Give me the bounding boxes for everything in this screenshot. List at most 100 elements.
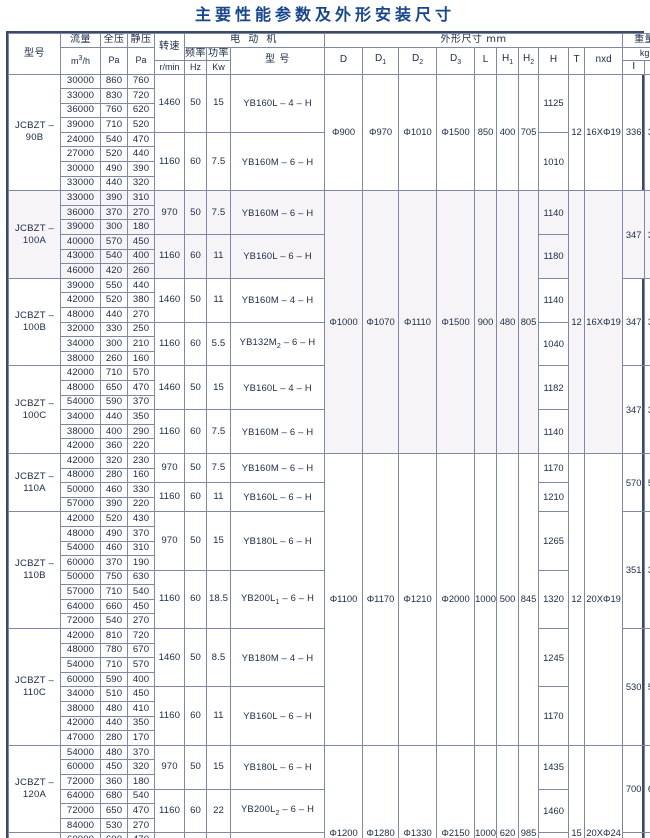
table-row: 48000 440 270: [9, 307, 650, 323]
header-L: L: [474, 46, 498, 75]
power-value: 7.5: [206, 190, 231, 236]
total-pressure-value: 480: [100, 701, 128, 717]
flow-value: 64000: [60, 598, 101, 615]
table-row: 27000 520 440: [9, 146, 650, 163]
header-D1: D1: [362, 46, 400, 75]
static-pressure-value: 430: [127, 511, 155, 527]
static-pressure-value: 630: [127, 569, 155, 586]
total-pressure-value: 370: [100, 555, 128, 571]
dim-H2: 705: [518, 73, 540, 192]
total-pressure-value: 400: [100, 423, 128, 440]
static-pressure-value: 230: [127, 452, 155, 469]
dim-H2: 985: [518, 744, 540, 838]
power-value: 7.5: [206, 131, 231, 192]
header-D2: D2: [398, 46, 438, 75]
weight-II-value: 505: [644, 628, 650, 746]
freq-value: 50: [184, 744, 207, 790]
flow-value: 50000: [60, 482, 101, 498]
dim-H1: 400: [496, 73, 520, 192]
freq-value: 60: [184, 788, 207, 834]
static-pressure-value: 190: [127, 555, 155, 571]
table-row: JCBZT –90B 30000 860 760 1460 50 15 YB160L – 4 …: [8, 73, 650, 192]
dim-H: 1210: [538, 482, 570, 513]
freq-value: 50: [184, 73, 207, 133]
static-pressure-value: 320: [127, 175, 155, 192]
total-pressure-value: 490: [100, 161, 128, 177]
static-pressure-value: 210: [127, 336, 155, 352]
table-row: JCBZT –100A 33000 390 310 970 50 7.5 YB160M – 6…: [8, 190, 650, 454]
header-weight: 重量: [622, 33, 650, 48]
dim-H: 1170: [538, 686, 570, 746]
static-pressure-value: 220: [127, 438, 155, 454]
static-pressure-value: 670: [127, 642, 155, 659]
flow-value: 47000: [60, 730, 101, 746]
speed-value: 1160: [154, 686, 185, 746]
static-pressure-value: 470: [127, 832, 155, 838]
table-row: 38000 400 290: [9, 423, 650, 440]
dim-H: 1140: [538, 190, 570, 236]
freq-value: 60: [184, 321, 207, 367]
power-value: 7.5: [206, 409, 231, 454]
flow-value: 42000: [60, 628, 101, 644]
table-header: 型号 流量 全压 静压 转速 电 动 机 外形尺寸 mm 重量 m3/h Pa …: [8, 33, 650, 75]
total-pressure-value: 390: [100, 496, 128, 513]
dim-nxd: 16XΦ19: [584, 190, 624, 454]
table-row: 60000 370 190: [9, 555, 650, 571]
table-row: 64000 680 540 1160 60 22 YB200L2 – 6 – H 1460: [9, 788, 650, 834]
total-pressure-value: 510: [100, 686, 128, 703]
static-pressure-value: 570: [127, 657, 155, 673]
dim-D: Φ1000: [324, 190, 364, 454]
table-row: 60000 450 320: [9, 759, 650, 775]
flow-value: 72000: [60, 774, 101, 790]
table-row: 38000 480 410: [9, 701, 650, 717]
header-flow: 流量: [60, 33, 101, 48]
static-pressure-value: 540: [127, 788, 155, 805]
power-value: 7.5: [206, 452, 231, 484]
flow-value: 72000: [60, 613, 101, 630]
total-pressure-value: 320: [100, 452, 128, 469]
dim-D: Φ1100: [324, 452, 364, 746]
flow-value: 36000: [60, 204, 101, 221]
table-row: 39000 710 520: [9, 117, 650, 133]
motor-type-value: YB180L – 6 – H: [229, 744, 326, 790]
total-pressure-value: 460: [100, 540, 128, 557]
power-value: 15: [206, 744, 231, 790]
power-value: 15: [206, 73, 231, 133]
dim-H: 1435: [538, 744, 570, 790]
total-pressure-value: 440: [100, 175, 128, 192]
power-value: 22: [206, 788, 231, 834]
weight-I-value: 347: [622, 365, 646, 454]
table-row: JCBZT –120A 54000 480 370 970 50 15 YB180L – 6 …: [8, 744, 650, 838]
total-pressure-value: 680: [100, 788, 128, 805]
dim-D: Φ1200: [324, 744, 364, 838]
static-pressure-value: 180: [127, 219, 155, 236]
total-pressure-value: 830: [100, 88, 128, 104]
motor-type-value: YB160L – 4 – H: [229, 365, 326, 411]
speed-value: 1160: [154, 234, 185, 279]
header-total-pressure-unit: Pa: [100, 46, 128, 75]
total-pressure-value: 440: [100, 409, 128, 425]
total-pressure-value: 760: [100, 102, 128, 119]
dim-H: 1245: [538, 628, 570, 688]
dim-D3: Φ2000: [436, 452, 476, 746]
flow-value: 46000: [60, 263, 101, 279]
table-row: 34000 440 350 1160 60 7.5 YB160M – 6 – H 1140: [9, 409, 650, 454]
power-value: 15: [206, 365, 231, 411]
motor-type-value: YB180M – 4 – H: [229, 628, 326, 688]
total-pressure-value: 590: [100, 394, 128, 411]
static-pressure-value: 620: [127, 102, 155, 119]
total-pressure-value: 540: [100, 613, 128, 630]
flow-value: 24000: [60, 131, 101, 148]
total-pressure-value: 300: [100, 336, 128, 352]
header-freq-unit: Hz: [184, 60, 207, 75]
speed-value: 1160: [154, 482, 185, 513]
flow-value: 34000: [60, 686, 101, 703]
flow-value: 60000: [60, 832, 101, 838]
header-model: 型号: [8, 33, 61, 75]
table-row: JCBZT –110B 42000 520 430 970 50 15 YB180L – 6 …: [8, 511, 650, 630]
header-static-pressure: 静压: [127, 33, 155, 48]
flow-value: 39000: [60, 219, 101, 236]
dim-T: 12: [568, 190, 586, 454]
flow-value: 30000: [60, 161, 101, 177]
